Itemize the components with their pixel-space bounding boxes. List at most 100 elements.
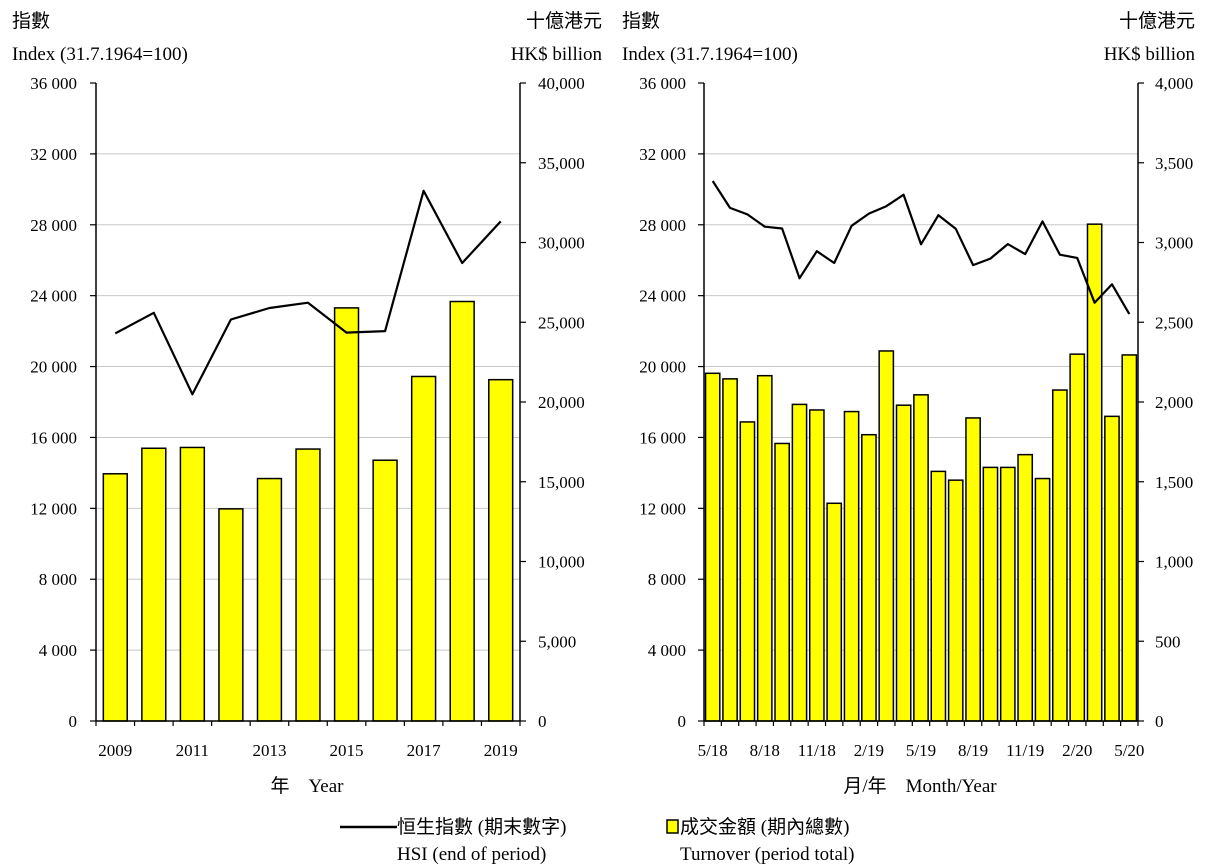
right-tick-label: 500	[1155, 632, 1181, 651]
turnover-bar	[296, 449, 320, 721]
left-tick-label: 20 000	[639, 358, 686, 377]
turnover-bar	[897, 405, 911, 721]
turnover-bar	[1070, 354, 1084, 721]
x-tick-label: 2/19	[854, 741, 884, 760]
right-tick-label: 4,000	[1155, 74, 1193, 93]
legend: 恒生指數 (期末數字) HSI (end of period) 成交金額 (期內…	[340, 816, 855, 865]
legend-bar-swatch	[667, 820, 678, 833]
right-tick-label: 1,500	[1155, 473, 1193, 492]
turnover-bar	[914, 395, 928, 721]
left-tick-label: 28 000	[639, 216, 686, 235]
left-tick-label: 16 000	[30, 428, 77, 447]
turnover-bar	[966, 418, 980, 721]
legend-line-label-en: HSI (end of period)	[397, 844, 546, 865]
turnover-bar	[931, 471, 945, 721]
turnover-bar	[862, 435, 876, 721]
left-tick-label: 8 000	[648, 570, 686, 589]
left-axis-title-zh: 指數	[12, 10, 50, 32]
x-tick-label: 2017	[407, 741, 442, 760]
x-axis-label: 年 Year	[270, 775, 344, 797]
turnover-bar	[103, 474, 127, 721]
x-axis-label: 月/年 Month/Year	[843, 775, 997, 797]
turnover-bar	[983, 467, 997, 721]
turnover-bar	[1122, 355, 1136, 721]
turnover-bar	[758, 376, 772, 721]
turnover-bar	[1018, 455, 1032, 721]
right-tick-label: 0	[1155, 712, 1164, 731]
right-tick-label: 20,000	[538, 393, 585, 412]
right-tick-label: 0	[538, 712, 547, 731]
turnover-bar	[810, 410, 824, 721]
turnover-bar	[879, 351, 893, 721]
x-tick-label: 11/19	[1006, 741, 1044, 760]
turnover-bar	[180, 447, 204, 721]
x-tick-label: 5/20	[1114, 741, 1144, 760]
right-tick-label: 10,000	[538, 553, 585, 572]
left-tick-label: 32 000	[30, 145, 77, 164]
left-tick-label: 0	[69, 712, 78, 731]
x-tick-label: 5/18	[698, 741, 728, 760]
turnover-bar	[1035, 479, 1049, 721]
turnover-bar	[949, 480, 963, 721]
x-tick-label: 2019	[484, 741, 518, 760]
right-tick-label: 3,500	[1155, 154, 1193, 173]
annual-chart: 指數 Index (31.7.1964=100) 十億港元 HK$ billio…	[12, 10, 602, 797]
turnover-bar	[827, 503, 841, 721]
x-tick-label: 5/19	[906, 741, 936, 760]
turnover-bar	[1001, 467, 1015, 721]
x-tick-label: 2015	[330, 741, 364, 760]
left-tick-label: 24 000	[639, 287, 686, 306]
left-tick-label: 32 000	[639, 145, 686, 164]
left-tick-label: 12 000	[639, 499, 686, 518]
left-tick-label: 4 000	[39, 641, 77, 660]
right-axis-title-en: HK$ billion	[511, 44, 603, 65]
right-tick-label: 35,000	[538, 154, 585, 173]
right-tick-label: 2,500	[1155, 313, 1193, 332]
turnover-bar	[373, 460, 397, 721]
right-tick-label: 25,000	[538, 313, 585, 332]
left-axis-title-zh: 指數	[622, 10, 660, 32]
x-tick-label: 8/19	[958, 741, 988, 760]
legend-line-label-zh: 恒生指數 (期末數字)	[397, 816, 566, 838]
right-tick-label: 3,000	[1155, 234, 1193, 253]
legend-bar-label-zh: 成交金額 (期內總數)	[680, 816, 849, 838]
left-tick-label: 24 000	[30, 287, 77, 306]
x-tick-label: 2/20	[1062, 741, 1092, 760]
left-tick-label: 12 000	[30, 499, 77, 518]
monthly-chart: 指數 Index (31.7.1964=100) 十億港元 HK$ billio…	[622, 10, 1195, 797]
turnover-bar	[775, 443, 789, 721]
turnover-bar	[1053, 390, 1067, 721]
x-tick-label: 2009	[98, 741, 132, 760]
turnover-bar	[450, 302, 474, 721]
left-tick-label: 20 000	[30, 358, 77, 377]
turnover-bar	[489, 380, 513, 721]
right-tick-label: 1,000	[1155, 553, 1193, 572]
turnover-bar	[335, 308, 359, 721]
right-tick-label: 15,000	[538, 473, 585, 492]
x-tick-label: 2013	[252, 741, 286, 760]
x-tick-label: 11/18	[798, 741, 836, 760]
turnover-bar	[412, 376, 436, 721]
turnover-bar	[740, 422, 754, 721]
right-axis-title-zh: 十億港元	[526, 10, 602, 32]
turnover-bar	[844, 412, 858, 721]
x-tick-label: 8/18	[750, 741, 780, 760]
turnover-bar	[723, 379, 737, 721]
left-tick-label: 36 000	[639, 74, 686, 93]
right-tick-label: 5,000	[538, 632, 576, 651]
right-axis-title-zh: 十億港元	[1119, 10, 1195, 32]
turnover-bar	[1105, 416, 1119, 721]
left-axis-title-en: Index (31.7.1964=100)	[622, 44, 798, 65]
left-tick-label: 36 000	[30, 74, 77, 93]
left-axis-title-en: Index (31.7.1964=100)	[12, 44, 188, 65]
right-tick-label: 40,000	[538, 74, 585, 93]
left-tick-label: 28 000	[30, 216, 77, 235]
left-tick-label: 4 000	[648, 641, 686, 660]
turnover-bar	[219, 509, 243, 721]
turnover-bar	[258, 479, 282, 721]
legend-bar-label-en: Turnover (period total)	[680, 844, 855, 865]
x-tick-label: 2011	[176, 741, 209, 760]
turnover-bar	[706, 373, 720, 721]
right-axis-title-en: HK$ billion	[1104, 44, 1196, 65]
